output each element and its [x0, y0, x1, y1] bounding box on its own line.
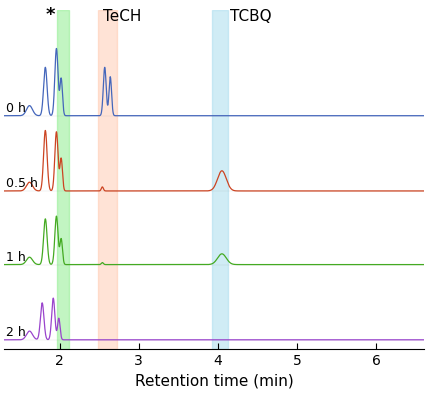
- Text: *: *: [45, 6, 55, 24]
- Text: 0.5 h: 0.5 h: [6, 177, 38, 190]
- Bar: [57, 10, 69, 349]
- Text: TeCH: TeCH: [103, 9, 142, 24]
- Text: 2 h: 2 h: [6, 326, 26, 339]
- Bar: [98, 10, 116, 349]
- Text: 0 h: 0 h: [6, 102, 26, 115]
- Text: 1 h: 1 h: [6, 251, 26, 264]
- Text: TCBQ: TCBQ: [230, 9, 271, 24]
- X-axis label: Retention time (min): Retention time (min): [135, 374, 293, 389]
- Bar: [211, 10, 228, 349]
